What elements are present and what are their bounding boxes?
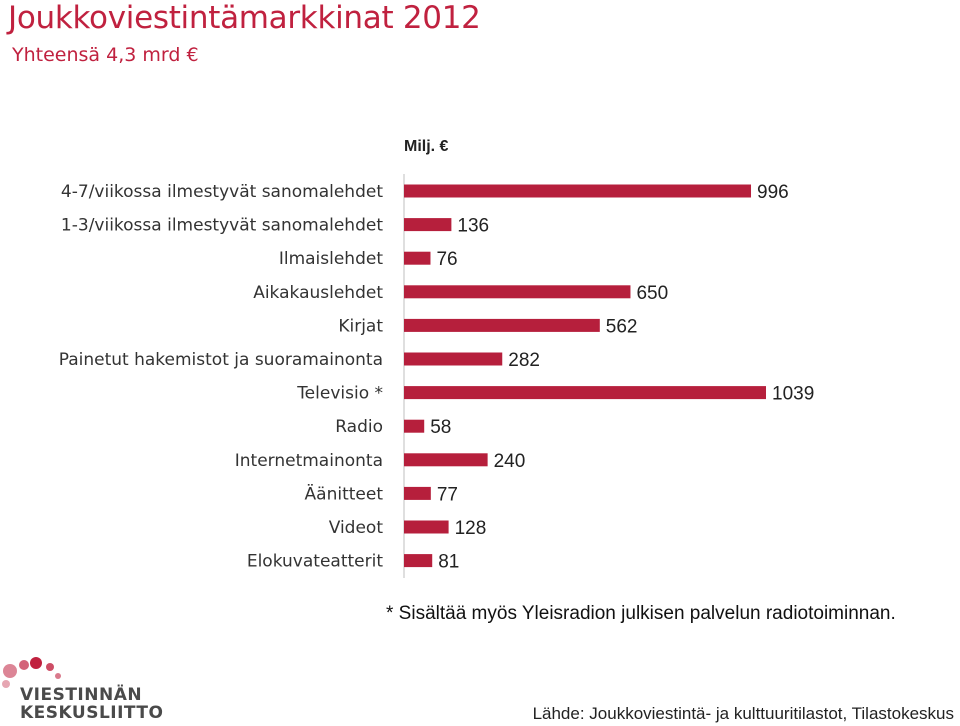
bar-chart: Milj. € 4-7/viikossa ilmestyvät sanomale… [59, 138, 815, 578]
bar [404, 251, 431, 265]
bar [404, 419, 425, 433]
data-label: 1039 [772, 384, 814, 405]
viestinnan-keskusliitto-logo: VIESTINNÄN KESKUSLIITTO [0, 652, 210, 726]
source-note: Lähde: Joukkoviestintä- ja kulttuuritila… [532, 704, 954, 723]
category-label: Aikakauslehdet [253, 283, 383, 303]
category-label: Videot [329, 518, 384, 538]
data-label: 76 [436, 249, 457, 270]
data-label: 562 [606, 316, 638, 337]
bar [404, 554, 433, 568]
logo-text-line1: VIESTINNÄN [20, 685, 143, 705]
data-label: 128 [455, 518, 487, 539]
bars-group: 4-7/viikossa ilmestyvät sanomalehdet 996 1… [59, 182, 815, 573]
bar [404, 218, 452, 232]
data-label: 650 [636, 283, 668, 304]
bar [404, 486, 431, 500]
data-label: 81 [438, 552, 459, 573]
category-label: Elokuvateatterit [247, 552, 383, 572]
bar [404, 184, 752, 198]
data-label: 282 [508, 350, 540, 371]
category-label: 1-3/viikossa ilmestyvät sanomalehdet [61, 216, 383, 236]
bar [404, 453, 488, 467]
category-label: Radio [335, 417, 383, 437]
unit-label: Milj. € [404, 138, 449, 155]
bar [404, 285, 631, 299]
category-label: Televisio * [296, 384, 383, 404]
data-label: 136 [457, 216, 489, 237]
bar [404, 352, 503, 366]
category-label: Äänitteet [305, 483, 384, 504]
logo-dots-icon [2, 657, 61, 688]
data-label: 58 [430, 417, 451, 438]
category-label: 4-7/viikossa ilmestyvät sanomalehdet [61, 182, 383, 202]
page-title: Joukkoviestintämarkkinat 2012 [8, 0, 481, 36]
data-label: 996 [757, 182, 789, 203]
data-label: 240 [494, 451, 526, 472]
data-label: 77 [437, 484, 458, 505]
category-label: Ilmaislehdet [279, 249, 384, 269]
category-label: Painetut hakemistot ja suoramainonta [59, 350, 383, 370]
bar [404, 520, 449, 534]
footnote: * Sisältää myös Yleisradion julkisen pal… [386, 603, 896, 624]
bar [404, 318, 600, 332]
bar [404, 386, 766, 400]
category-label: Internetmainonta [235, 451, 383, 471]
logo-text-line2: KESKUSLIITTO [20, 703, 164, 723]
category-label: Kirjat [338, 316, 383, 336]
page-subtitle: Yhteensä 4,3 mrd € [12, 44, 199, 66]
